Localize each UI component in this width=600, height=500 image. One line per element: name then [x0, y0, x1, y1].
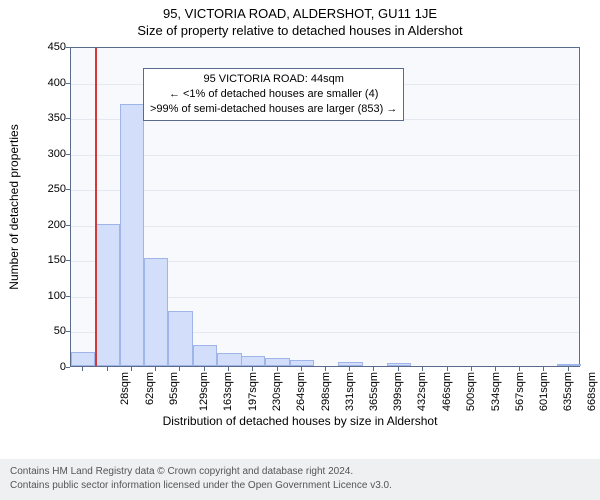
histogram-bar — [557, 364, 581, 366]
x-tick-mark — [82, 367, 83, 371]
histogram-bar — [144, 258, 168, 366]
annotation-line: 95 VICTORIA ROAD: 44sqm — [150, 72, 397, 87]
annotation-line: >99% of semi-detached houses are larger … — [150, 102, 397, 117]
annotation-line: ← <1% of detached houses are smaller (4) — [150, 87, 397, 102]
x-tick-mark — [301, 367, 302, 371]
histogram-bar — [168, 311, 192, 366]
x-tick-mark — [495, 367, 496, 371]
x-tick-label: 62sqm — [144, 372, 156, 405]
y-tick-mark — [66, 47, 70, 48]
chart-title-block: 95, VICTORIA ROAD, ALDERSHOT, GU11 1JE S… — [0, 0, 600, 38]
y-tick-mark — [66, 154, 70, 155]
footer-line2: Contains public sector information licen… — [10, 479, 590, 493]
y-axis-label: Number of detached properties — [7, 124, 21, 289]
y-tick-label: 350 — [36, 112, 66, 124]
y-tick-mark — [66, 296, 70, 297]
x-tick-label: 28sqm — [119, 372, 131, 405]
y-tick-label: 250 — [36, 183, 66, 195]
x-tick-label: 668sqm — [586, 372, 598, 411]
gridline — [71, 155, 579, 156]
x-tick-mark — [204, 367, 205, 371]
x-tick-label: 95sqm — [168, 372, 180, 405]
histogram-bar — [71, 352, 95, 366]
x-tick-label: 163sqm — [223, 372, 235, 411]
y-tick-label: 200 — [36, 219, 66, 231]
y-tick-label: 300 — [36, 148, 66, 160]
x-tick-mark — [107, 367, 108, 371]
x-tick-mark — [373, 367, 374, 371]
x-tick-label: 601sqm — [538, 372, 550, 411]
x-tick-label: 635sqm — [563, 372, 575, 411]
x-tick-mark — [568, 367, 569, 371]
footer-line1: Contains HM Land Registry data © Crown c… — [10, 465, 590, 479]
x-tick-mark — [447, 367, 448, 371]
histogram-bar — [217, 353, 241, 366]
x-tick-mark — [398, 367, 399, 371]
x-tick-label: 197sqm — [247, 372, 259, 411]
x-tick-label: 399sqm — [393, 372, 405, 411]
x-tick-label: 534sqm — [490, 372, 502, 411]
y-tick-label: 450 — [36, 41, 66, 53]
histogram-bar — [265, 358, 289, 366]
y-tick-mark — [66, 331, 70, 332]
y-tick-mark — [66, 118, 70, 119]
x-tick-label: 500sqm — [465, 372, 477, 411]
histogram-bar — [387, 363, 411, 366]
x-tick-label: 432sqm — [416, 372, 428, 411]
title-address: 95, VICTORIA ROAD, ALDERSHOT, GU11 1JE — [0, 6, 600, 21]
x-tick-label: 365sqm — [368, 372, 380, 411]
x-tick-mark — [519, 367, 520, 371]
y-tick-label: 0 — [36, 361, 66, 373]
y-tick-label: 100 — [36, 290, 66, 302]
property-marker-line — [95, 48, 97, 366]
x-tick-label: 466sqm — [441, 372, 453, 411]
x-tick-mark — [325, 367, 326, 371]
x-tick-label: 331sqm — [344, 372, 356, 411]
x-tick-mark — [179, 367, 180, 371]
title-description: Size of property relative to detached ho… — [0, 23, 600, 38]
x-tick-mark — [422, 367, 423, 371]
x-tick-label: 230sqm — [271, 372, 283, 411]
histogram-bar — [193, 345, 217, 366]
x-tick-label: 264sqm — [295, 372, 307, 411]
x-tick-mark — [252, 367, 253, 371]
annotation-box: 95 VICTORIA ROAD: 44sqm← <1% of detached… — [143, 68, 404, 121]
y-tick-mark — [66, 189, 70, 190]
x-tick-mark — [471, 367, 472, 371]
chart-container: Number of detached properties 95 VICTORI… — [0, 42, 600, 424]
footer-attribution: Contains HM Land Registry data © Crown c… — [0, 459, 600, 500]
histogram-bar — [120, 104, 144, 366]
x-axis-label: Distribution of detached houses by size … — [0, 414, 600, 428]
y-tick-mark — [66, 83, 70, 84]
y-tick-mark — [66, 260, 70, 261]
histogram-bar — [338, 362, 362, 366]
histogram-bar — [95, 224, 119, 366]
plot-area: 95 VICTORIA ROAD: 44sqm← <1% of detached… — [70, 47, 580, 367]
gridline — [71, 226, 579, 227]
y-tick-label: 150 — [36, 254, 66, 266]
y-tick-mark — [66, 367, 70, 368]
y-tick-mark — [66, 225, 70, 226]
histogram-bar — [241, 356, 265, 366]
y-tick-label: 50 — [36, 325, 66, 337]
histogram-bar — [290, 360, 314, 366]
x-tick-label: 129sqm — [198, 372, 210, 411]
x-tick-mark — [228, 367, 229, 371]
x-tick-mark — [131, 367, 132, 371]
x-tick-mark — [155, 367, 156, 371]
y-tick-label: 400 — [36, 77, 66, 89]
x-tick-label: 298sqm — [320, 372, 332, 411]
x-tick-mark — [543, 367, 544, 371]
gridline — [71, 190, 579, 191]
x-tick-label: 567sqm — [514, 372, 526, 411]
x-tick-mark — [277, 367, 278, 371]
x-tick-mark — [349, 367, 350, 371]
